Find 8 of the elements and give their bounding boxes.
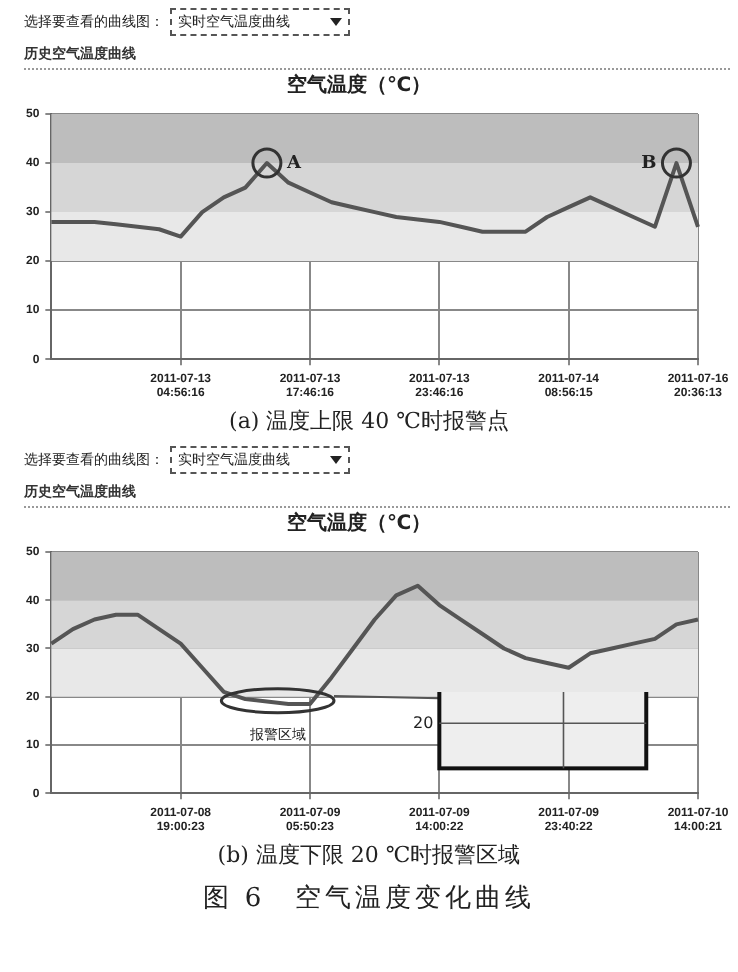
caption: 图 6 空气温度变化曲线 xyxy=(200,884,538,916)
chart-title: 空气温度（℃） xyxy=(286,511,432,536)
annotation: B xyxy=(641,153,658,174)
text: (a) 温度上限 40 ℃时报警点 xyxy=(227,406,511,438)
annotation: A xyxy=(284,153,303,174)
chart-title: 空气温度（℃） xyxy=(286,73,432,98)
text: (b) 温度下限 20 ℃时报警区域 xyxy=(215,840,523,872)
annotation: 20 xyxy=(412,714,434,733)
